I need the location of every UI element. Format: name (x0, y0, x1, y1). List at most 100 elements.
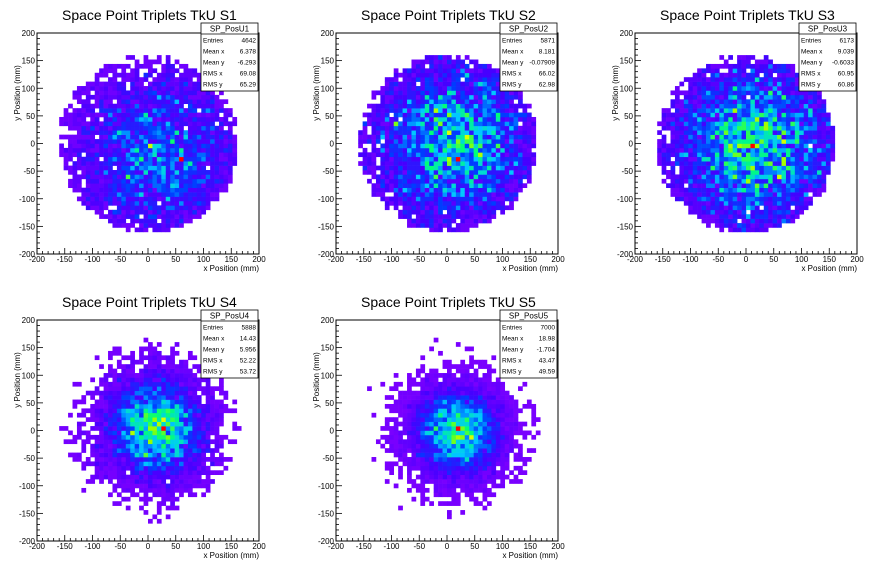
histogram-bin (170, 492, 175, 497)
histogram-bin (710, 130, 715, 135)
histogram-bin (144, 470, 149, 475)
histogram-bin (148, 360, 153, 365)
histogram-bin (228, 113, 233, 118)
histogram-bin (394, 126, 399, 131)
histogram-bin (219, 157, 224, 162)
histogram-bin (710, 201, 715, 206)
histogram-bin (68, 104, 73, 109)
histogram-bin (166, 210, 171, 215)
histogram-bin (95, 174, 100, 179)
histogram-bin (170, 183, 175, 188)
histogram-bin (139, 448, 144, 453)
histogram-bin (804, 144, 809, 149)
histogram-bin (773, 166, 778, 171)
histogram-bin (447, 55, 452, 60)
histogram-bin (170, 179, 175, 184)
histogram-bin (130, 183, 135, 188)
histogram-bin (139, 126, 144, 131)
histogram-bin (474, 148, 479, 153)
histogram-bin (157, 435, 162, 440)
histogram-bin (777, 170, 782, 175)
histogram-bin (126, 488, 131, 493)
histogram-bin (737, 60, 742, 65)
histogram-bin (782, 201, 787, 206)
histogram-bin (144, 183, 149, 188)
histogram-bin (77, 174, 82, 179)
histogram-bin (73, 183, 78, 188)
histogram-bin (693, 179, 698, 184)
histogram-bin (394, 201, 399, 206)
histogram-bin (710, 192, 715, 197)
histogram-bin (411, 192, 416, 197)
histogram-bin (509, 95, 514, 100)
histogram-bin (719, 205, 724, 210)
histogram-bin (117, 113, 122, 118)
histogram-bin (759, 130, 764, 135)
histogram-bin (184, 386, 189, 391)
histogram-bin (121, 214, 126, 219)
histogram-bin (144, 347, 149, 352)
histogram-bin (821, 117, 826, 122)
histogram-bin (719, 223, 724, 228)
histogram-bin (184, 488, 189, 493)
histogram-bin (104, 152, 109, 157)
histogram-bin (746, 201, 751, 206)
histogram-bin (671, 161, 676, 166)
x-tick-label: 50 (769, 255, 778, 264)
histogram-bin (429, 139, 434, 144)
histogram-bin (702, 152, 707, 157)
histogram-bin (702, 210, 707, 215)
histogram-bin (394, 197, 399, 202)
histogram-bin (416, 161, 421, 166)
histogram-bin (697, 90, 702, 95)
histogram-bin (197, 201, 202, 206)
histogram-bin (724, 104, 729, 109)
histogram-bin (509, 179, 514, 184)
histogram-bin (117, 408, 122, 413)
histogram-bin (773, 210, 778, 215)
histogram-bin (456, 188, 461, 193)
histogram-bin (99, 179, 104, 184)
histogram-bin (750, 201, 755, 206)
histogram-bin (152, 188, 157, 193)
histogram-bin (389, 144, 394, 149)
histogram-bin (152, 95, 157, 100)
histogram-bin (759, 135, 764, 140)
histogram-bin (144, 501, 149, 506)
histogram-bin (192, 117, 197, 122)
histogram-bin (786, 214, 791, 219)
histogram-bin (99, 382, 104, 387)
histogram-bin (671, 99, 676, 104)
histogram-bin (443, 135, 448, 140)
histogram-bin (112, 369, 117, 374)
histogram-bin (139, 157, 144, 162)
histogram-bin (684, 117, 689, 122)
histogram-bin (166, 90, 171, 95)
histogram-bin (491, 188, 496, 193)
histogram-bin (702, 157, 707, 162)
histogram-bin (380, 144, 385, 149)
histogram-bin (795, 95, 800, 100)
histogram-bin (733, 223, 738, 228)
histogram-bin (487, 82, 492, 87)
histogram-bin (179, 73, 184, 78)
histogram-bin (166, 170, 171, 175)
histogram-bin (496, 117, 501, 122)
histogram-bin (73, 144, 78, 149)
histogram-bin (139, 95, 144, 100)
histogram-bin (130, 492, 135, 497)
histogram-bin (813, 157, 818, 162)
histogram-bin (518, 113, 523, 118)
histogram-bin (786, 86, 791, 91)
histogram-bin (737, 73, 742, 78)
histogram-bin (505, 205, 510, 210)
histogram-bin (509, 135, 514, 140)
histogram-bin (496, 139, 501, 144)
histogram-bin (144, 179, 149, 184)
histogram-bin (117, 179, 122, 184)
histogram-bin (175, 130, 180, 135)
histogram-bin (184, 64, 189, 69)
histogram-bin (152, 130, 157, 135)
histogram-bin (737, 188, 742, 193)
histogram-bin (77, 422, 82, 427)
